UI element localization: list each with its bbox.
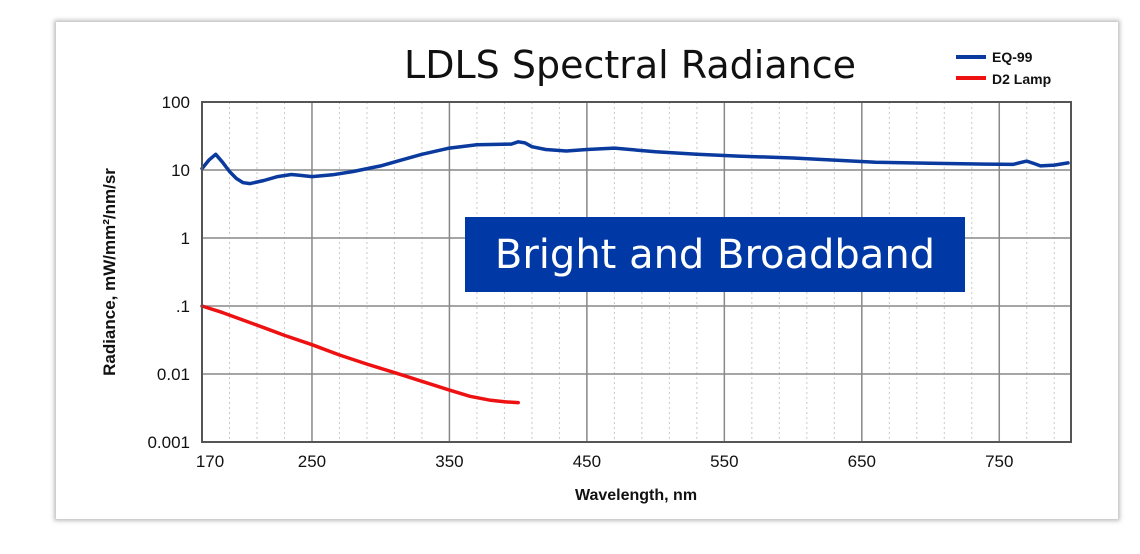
plot-frame: [201, 101, 1072, 443]
x-tick-label: 450: [573, 452, 601, 471]
x-tick-label: 250: [298, 452, 326, 471]
series-line-0: [200, 140, 1070, 186]
series-line-1: [200, 304, 520, 405]
y-tick-label: 1: [181, 229, 190, 248]
legend-label-d2: D2 Lamp: [992, 71, 1051, 87]
y-tick-label: 0.01: [157, 365, 190, 384]
legend: EQ-99 D2 Lamp: [956, 49, 1051, 87]
series-lines: [200, 140, 1070, 405]
y-tick-label: 100: [162, 93, 190, 112]
annotation-box: Bright and Broadband: [465, 217, 965, 292]
x-tick-label: 750: [985, 452, 1013, 471]
x-tick-label: 650: [848, 452, 876, 471]
y-tick-labels: 100 10 1 .1 0.01 0.001: [147, 93, 190, 452]
annotation-text: Bright and Broadband: [495, 232, 935, 278]
y-axis-label: Radiance, mW/mm²/nm/sr: [100, 168, 119, 376]
legend-label-eq99: EQ-99: [992, 49, 1033, 65]
x-tick-labels: 170 250 350 450 550 650 750: [196, 452, 1014, 471]
x-tick-label: 170: [196, 452, 224, 471]
y-tick-label: 10: [171, 161, 190, 180]
y-tick-label: .1: [176, 297, 190, 316]
y-tick-label: 0.001: [147, 433, 190, 452]
x-axis-label: Wavelength, nm: [575, 487, 697, 504]
x-tick-label: 350: [435, 452, 463, 471]
x-tick-label: 550: [710, 452, 738, 471]
chart-title: LDLS Spectral Radiance: [404, 43, 856, 87]
